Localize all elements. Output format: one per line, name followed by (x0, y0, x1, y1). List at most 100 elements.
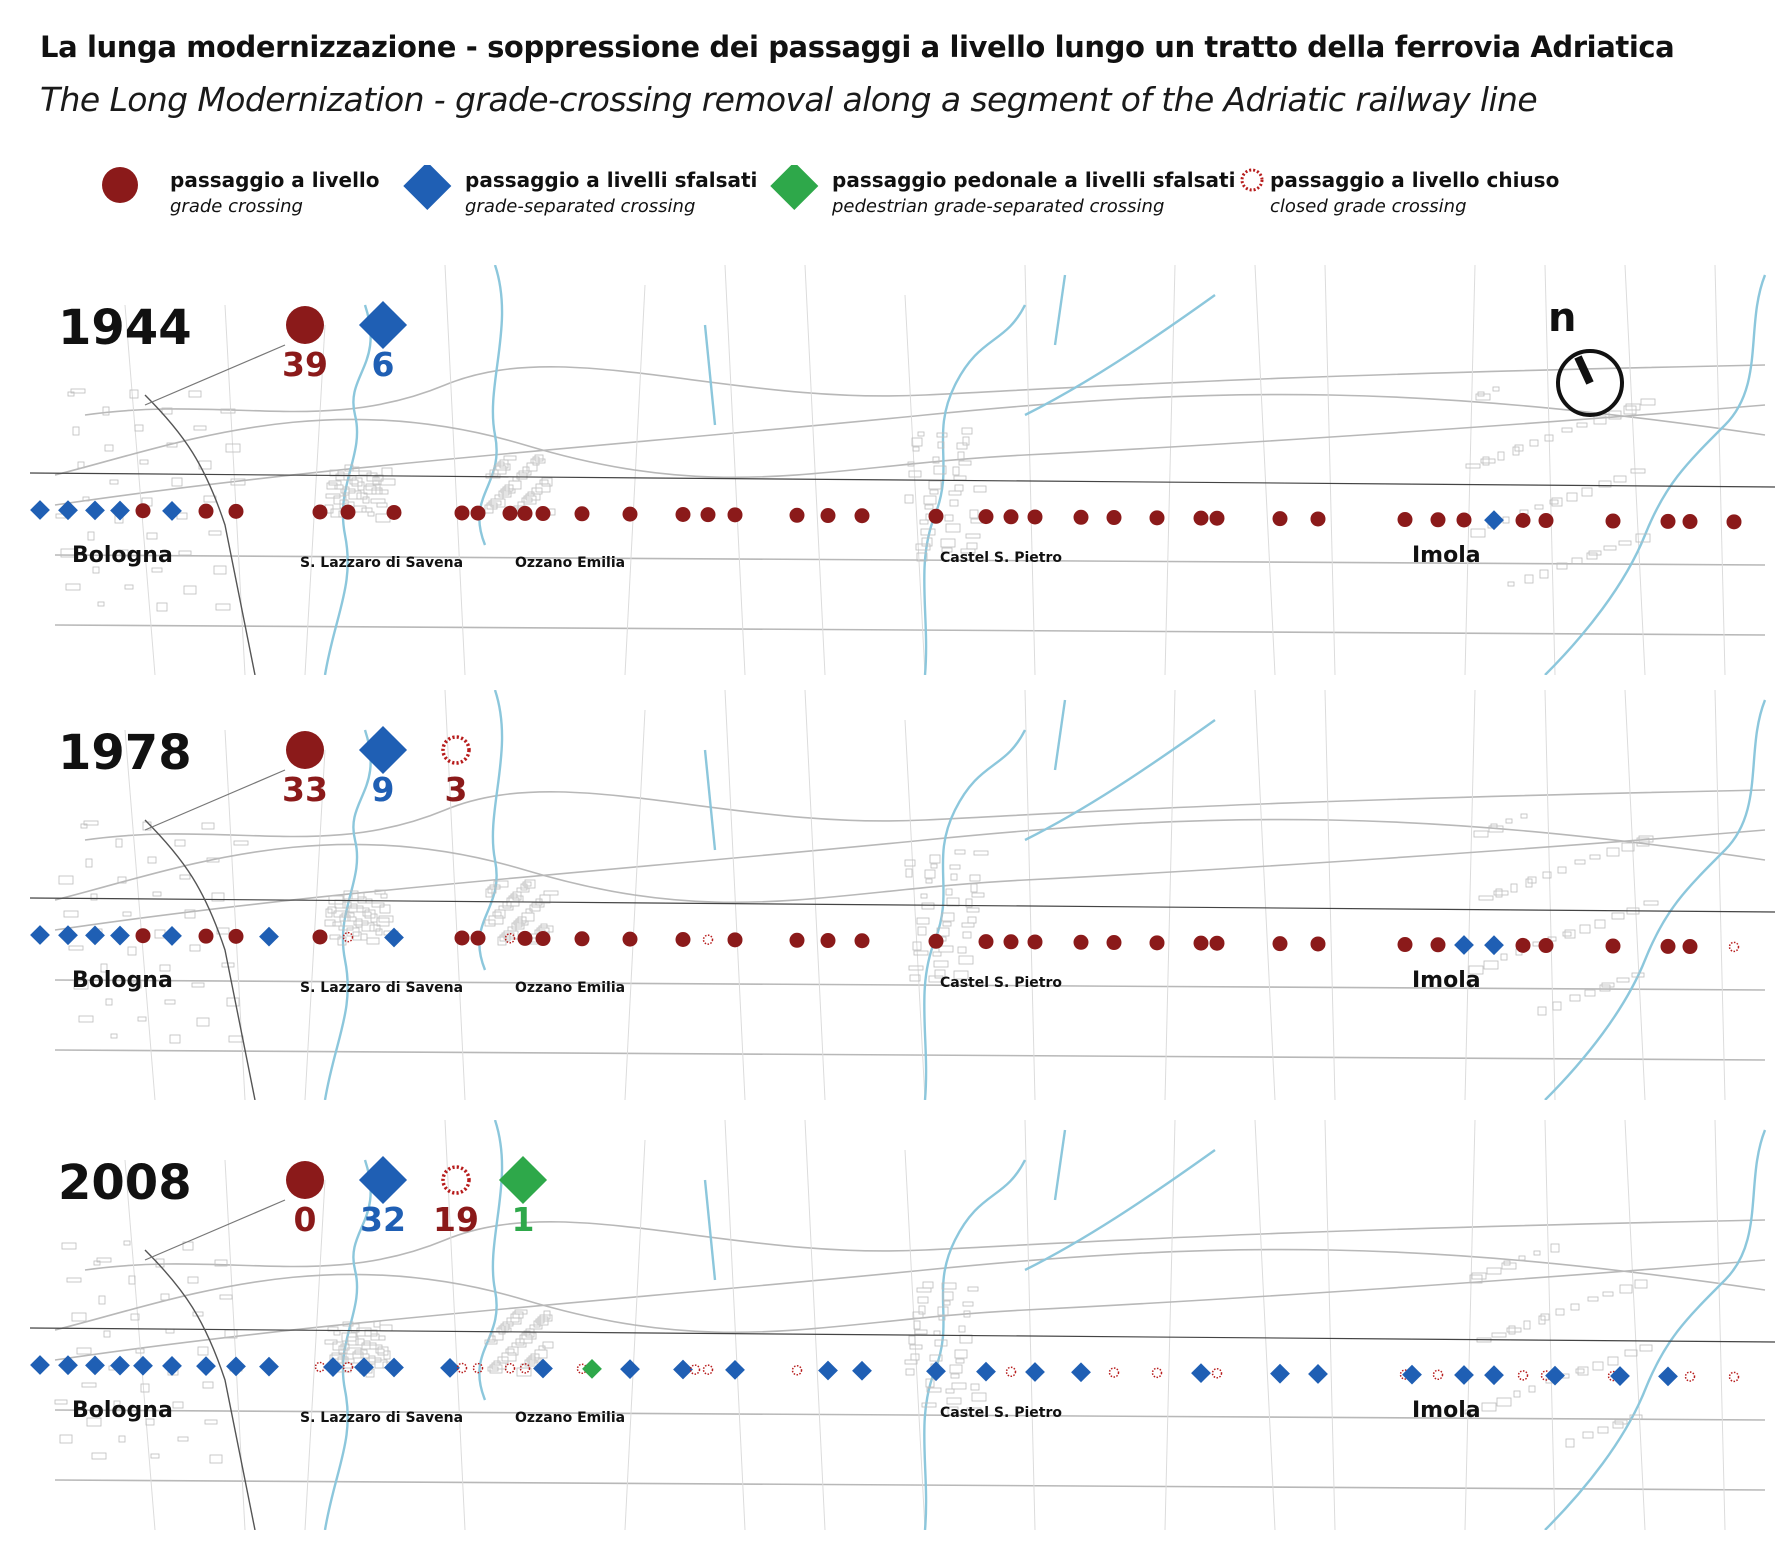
closed-crossing-marker (689, 1364, 701, 1375)
river-line (1024, 1149, 1216, 1272)
grade-crossing-marker (928, 933, 944, 949)
closed-crossing-marker (1005, 1366, 1017, 1378)
closed-crossing-marker (791, 1365, 803, 1376)
grade-crossing-marker (978, 509, 994, 525)
road-line (54, 829, 1766, 904)
grade-separated-marker (1545, 1365, 1565, 1386)
grade-separated-marker (30, 500, 50, 520)
grade-crossing-marker (574, 931, 590, 947)
grade-crossing-marker (700, 507, 716, 523)
grade-separated-marker (533, 1358, 553, 1379)
legend-label-en: grade crossing (170, 196, 303, 217)
grade-crossing-marker (135, 928, 151, 944)
river-line (1024, 719, 1216, 842)
river-line (923, 729, 1027, 1100)
grade-crossing-marker (820, 933, 836, 949)
grade-crossing-marker (502, 505, 518, 521)
town-label-slazzaro: S. Lazzaro di Savena (300, 555, 464, 571)
closed-crossing-marker (342, 1361, 354, 1373)
grade-crossing-marker (1397, 512, 1413, 528)
grade-crossing-marker (1106, 510, 1122, 526)
grade-separated-marker (85, 500, 105, 521)
town-label-bologna: Bologna (72, 1398, 173, 1423)
grade-crossing-marker (1515, 512, 1531, 528)
grade-crossing-marker (1605, 513, 1621, 529)
grade-separated-marker (1071, 1362, 1091, 1383)
road-line (1464, 690, 1476, 1100)
grade-separated-marker (1484, 935, 1504, 956)
road-line (124, 729, 156, 1100)
railway-line (29, 897, 1776, 913)
grade-separated-marker (58, 500, 78, 521)
grade-separated-marker (110, 1355, 130, 1376)
road-line (1324, 690, 1336, 1100)
grade-crossing-marker (1003, 934, 1019, 950)
grade-separated-marker (323, 1357, 343, 1377)
grade-crossing-marker (1106, 935, 1122, 951)
grade-separated-marker (259, 926, 279, 947)
grade-crossing-marker (1003, 509, 1019, 525)
river-line (1053, 1129, 1067, 1201)
grade-separated-marker (673, 1359, 693, 1380)
closed-crossing-marker (1728, 941, 1740, 953)
railway-map (29, 690, 1776, 1100)
road-line (304, 1179, 326, 1530)
grade-separated-marker (1454, 935, 1474, 955)
legend-label-it: passaggio a livelli sfalsati (465, 168, 758, 192)
grade-crossing-marker (198, 503, 214, 519)
town-label-slazzaro: S. Lazzaro di Savena (300, 980, 464, 996)
grade-crossing-marker (622, 506, 638, 522)
road-line (1714, 1120, 1726, 1530)
grade-crossing-marker (1397, 937, 1413, 953)
legend-label-it: passaggio a livello chiuso (1270, 168, 1560, 192)
grade-separated-marker (725, 1359, 745, 1380)
separated-count: 6 (371, 345, 395, 384)
closed-crossing-marker (1211, 1367, 1223, 1379)
separated-icon (358, 1155, 408, 1205)
road-line (54, 1049, 1766, 1061)
road-line (304, 749, 326, 1100)
grade-separated-marker (58, 1355, 78, 1376)
closed-crossing-marker (1517, 1370, 1529, 1381)
year-label: 1978 (58, 725, 192, 781)
closed-crossing-marker (1151, 1367, 1163, 1379)
grade-crossing-marker (1660, 513, 1676, 529)
grade-separated-marker (1454, 1365, 1474, 1385)
grade-separated-marker (58, 925, 78, 946)
grade-crossing-marker (454, 505, 470, 521)
grade-separated-marker (226, 1356, 246, 1377)
grade-crossing-marker (1605, 938, 1621, 954)
town-label-ozzano: Ozzano Emilia (515, 980, 626, 996)
north-label: n (1548, 295, 1577, 341)
grade-separated-marker (110, 925, 130, 946)
grade-crossing-marker (1726, 514, 1742, 530)
river-line (1544, 1129, 1767, 1530)
grade-separated-marker (976, 1361, 996, 1382)
road-line (1164, 1120, 1176, 1530)
railway-branch (144, 394, 256, 675)
road-line (1024, 1120, 1036, 1530)
grade-crossing-marker (1515, 937, 1531, 953)
pedestrian-icon (498, 1155, 548, 1205)
urban-area (1464, 1243, 1653, 1448)
grade-crossing-marker (574, 506, 590, 522)
grade-separated-marker (354, 1357, 374, 1378)
road-line (1164, 265, 1176, 675)
grade-icon (286, 731, 324, 769)
north-arrow-icon (1556, 349, 1624, 417)
railway-branch (144, 1249, 256, 1530)
map-subtitle: The Long Modernization - grade-crossing … (40, 80, 1538, 119)
road-line (1624, 690, 1646, 1100)
grade-crossing-marker (1193, 510, 1209, 526)
closed-crossing-marker (1432, 1369, 1444, 1381)
grade-crossing-marker (535, 506, 551, 522)
grade-crossing-marker (1456, 512, 1472, 528)
grade-separated-marker (926, 1361, 946, 1382)
grade-crossing-marker (789, 507, 805, 523)
urban-area (904, 849, 989, 983)
grade-separated-marker (1191, 1363, 1211, 1384)
grade-crossing-marker (727, 507, 743, 523)
grade-separated-marker (818, 1360, 838, 1381)
road-line (1624, 1120, 1646, 1530)
grade-crossing-marker (1538, 513, 1554, 529)
